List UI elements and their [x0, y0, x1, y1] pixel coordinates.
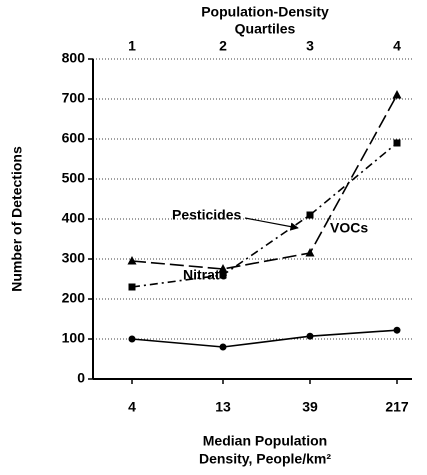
y-tick-label: 400	[62, 210, 86, 226]
marker	[306, 332, 314, 340]
series-line	[131, 329, 398, 348]
marker	[392, 90, 402, 99]
marker	[218, 264, 228, 273]
series-label: Nitrate	[183, 267, 228, 283]
series-line	[131, 142, 398, 288]
marker	[393, 326, 401, 334]
y-tick-label: 700	[62, 90, 86, 106]
marker	[128, 335, 136, 343]
x-tick-label: 39	[302, 399, 318, 415]
marker	[219, 271, 227, 279]
top-tick-label: 2	[219, 38, 227, 54]
x-axis-title: Median Population	[203, 433, 327, 449]
top-tick-label: 1	[128, 38, 136, 54]
marker	[127, 256, 137, 265]
y-axis-title: Number of Detections	[9, 146, 25, 292]
y-tick-label: 600	[62, 130, 86, 146]
top-axis-title: Population-Density	[201, 4, 329, 20]
marker	[306, 211, 314, 219]
y-tick-label: 300	[62, 250, 86, 266]
marker	[305, 248, 315, 257]
marker	[393, 139, 401, 147]
y-tick-label: 800	[62, 50, 86, 66]
series-line	[131, 94, 398, 270]
y-tick-label: 100	[62, 330, 86, 346]
x-tick-label: 13	[215, 399, 231, 415]
top-axis-title: Quartiles	[235, 21, 296, 37]
top-tick-label: 3	[306, 38, 314, 54]
y-tick-label: 0	[77, 370, 85, 386]
x-tick-label: 4	[128, 399, 136, 415]
marker	[128, 283, 136, 291]
marker	[219, 343, 227, 351]
series-label: VOCs	[330, 220, 368, 236]
series-label: Pesticides	[172, 207, 241, 223]
x-tick-label: 217	[385, 399, 409, 415]
y-tick-label: 500	[62, 170, 86, 186]
annotation-arrow	[244, 217, 299, 231]
top-tick-label: 4	[393, 38, 401, 54]
x-axis-title: Density, People/km²	[199, 451, 331, 467]
y-tick-label: 200	[62, 290, 86, 306]
